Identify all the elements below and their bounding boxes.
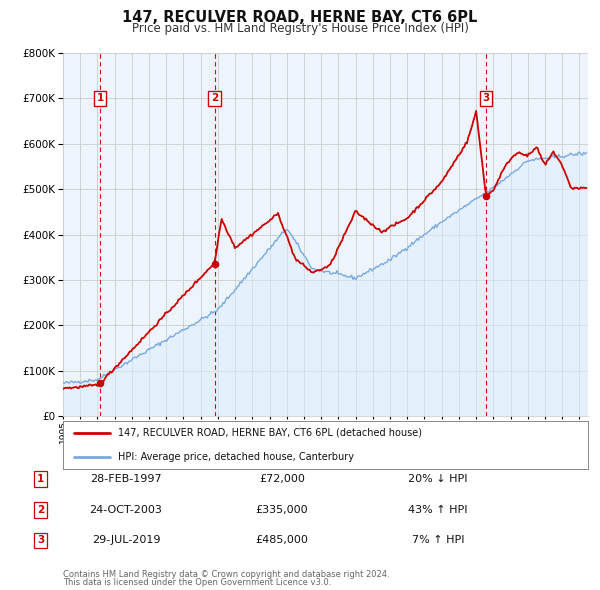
Text: 2: 2 (211, 93, 218, 103)
Text: 29-JUL-2019: 29-JUL-2019 (92, 536, 160, 545)
Text: Contains HM Land Registry data © Crown copyright and database right 2024.: Contains HM Land Registry data © Crown c… (63, 571, 389, 579)
Point (95, 379, 105, 388)
Text: £485,000: £485,000 (256, 536, 308, 545)
Text: £72,000: £72,000 (259, 474, 305, 484)
Text: 20% ↓ HPI: 20% ↓ HPI (408, 474, 468, 484)
Text: 24-OCT-2003: 24-OCT-2003 (89, 505, 163, 514)
Text: £335,000: £335,000 (256, 505, 308, 514)
Text: HPI: Average price, detached house, Canterbury: HPI: Average price, detached house, Cant… (118, 452, 354, 462)
Text: 3: 3 (482, 93, 490, 103)
Text: 1: 1 (37, 474, 44, 484)
Text: Price paid vs. HM Land Registry's House Price Index (HPI): Price paid vs. HM Land Registry's House … (131, 22, 469, 35)
Text: 43% ↑ HPI: 43% ↑ HPI (408, 505, 468, 514)
Point (481, 191, 491, 201)
Text: 3: 3 (37, 536, 44, 545)
Text: 7% ↑ HPI: 7% ↑ HPI (412, 536, 464, 545)
Text: 1: 1 (97, 93, 104, 103)
Text: This data is licensed under the Open Government Licence v3.0.: This data is licensed under the Open Gov… (63, 578, 331, 587)
Point (210, 259, 220, 268)
Text: 147, RECULVER ROAD, HERNE BAY, CT6 6PL (detached house): 147, RECULVER ROAD, HERNE BAY, CT6 6PL (… (118, 428, 422, 438)
Text: 2: 2 (37, 505, 44, 514)
Text: 147, RECULVER ROAD, HERNE BAY, CT6 6PL: 147, RECULVER ROAD, HERNE BAY, CT6 6PL (122, 10, 478, 25)
Text: 28-FEB-1997: 28-FEB-1997 (90, 474, 162, 484)
